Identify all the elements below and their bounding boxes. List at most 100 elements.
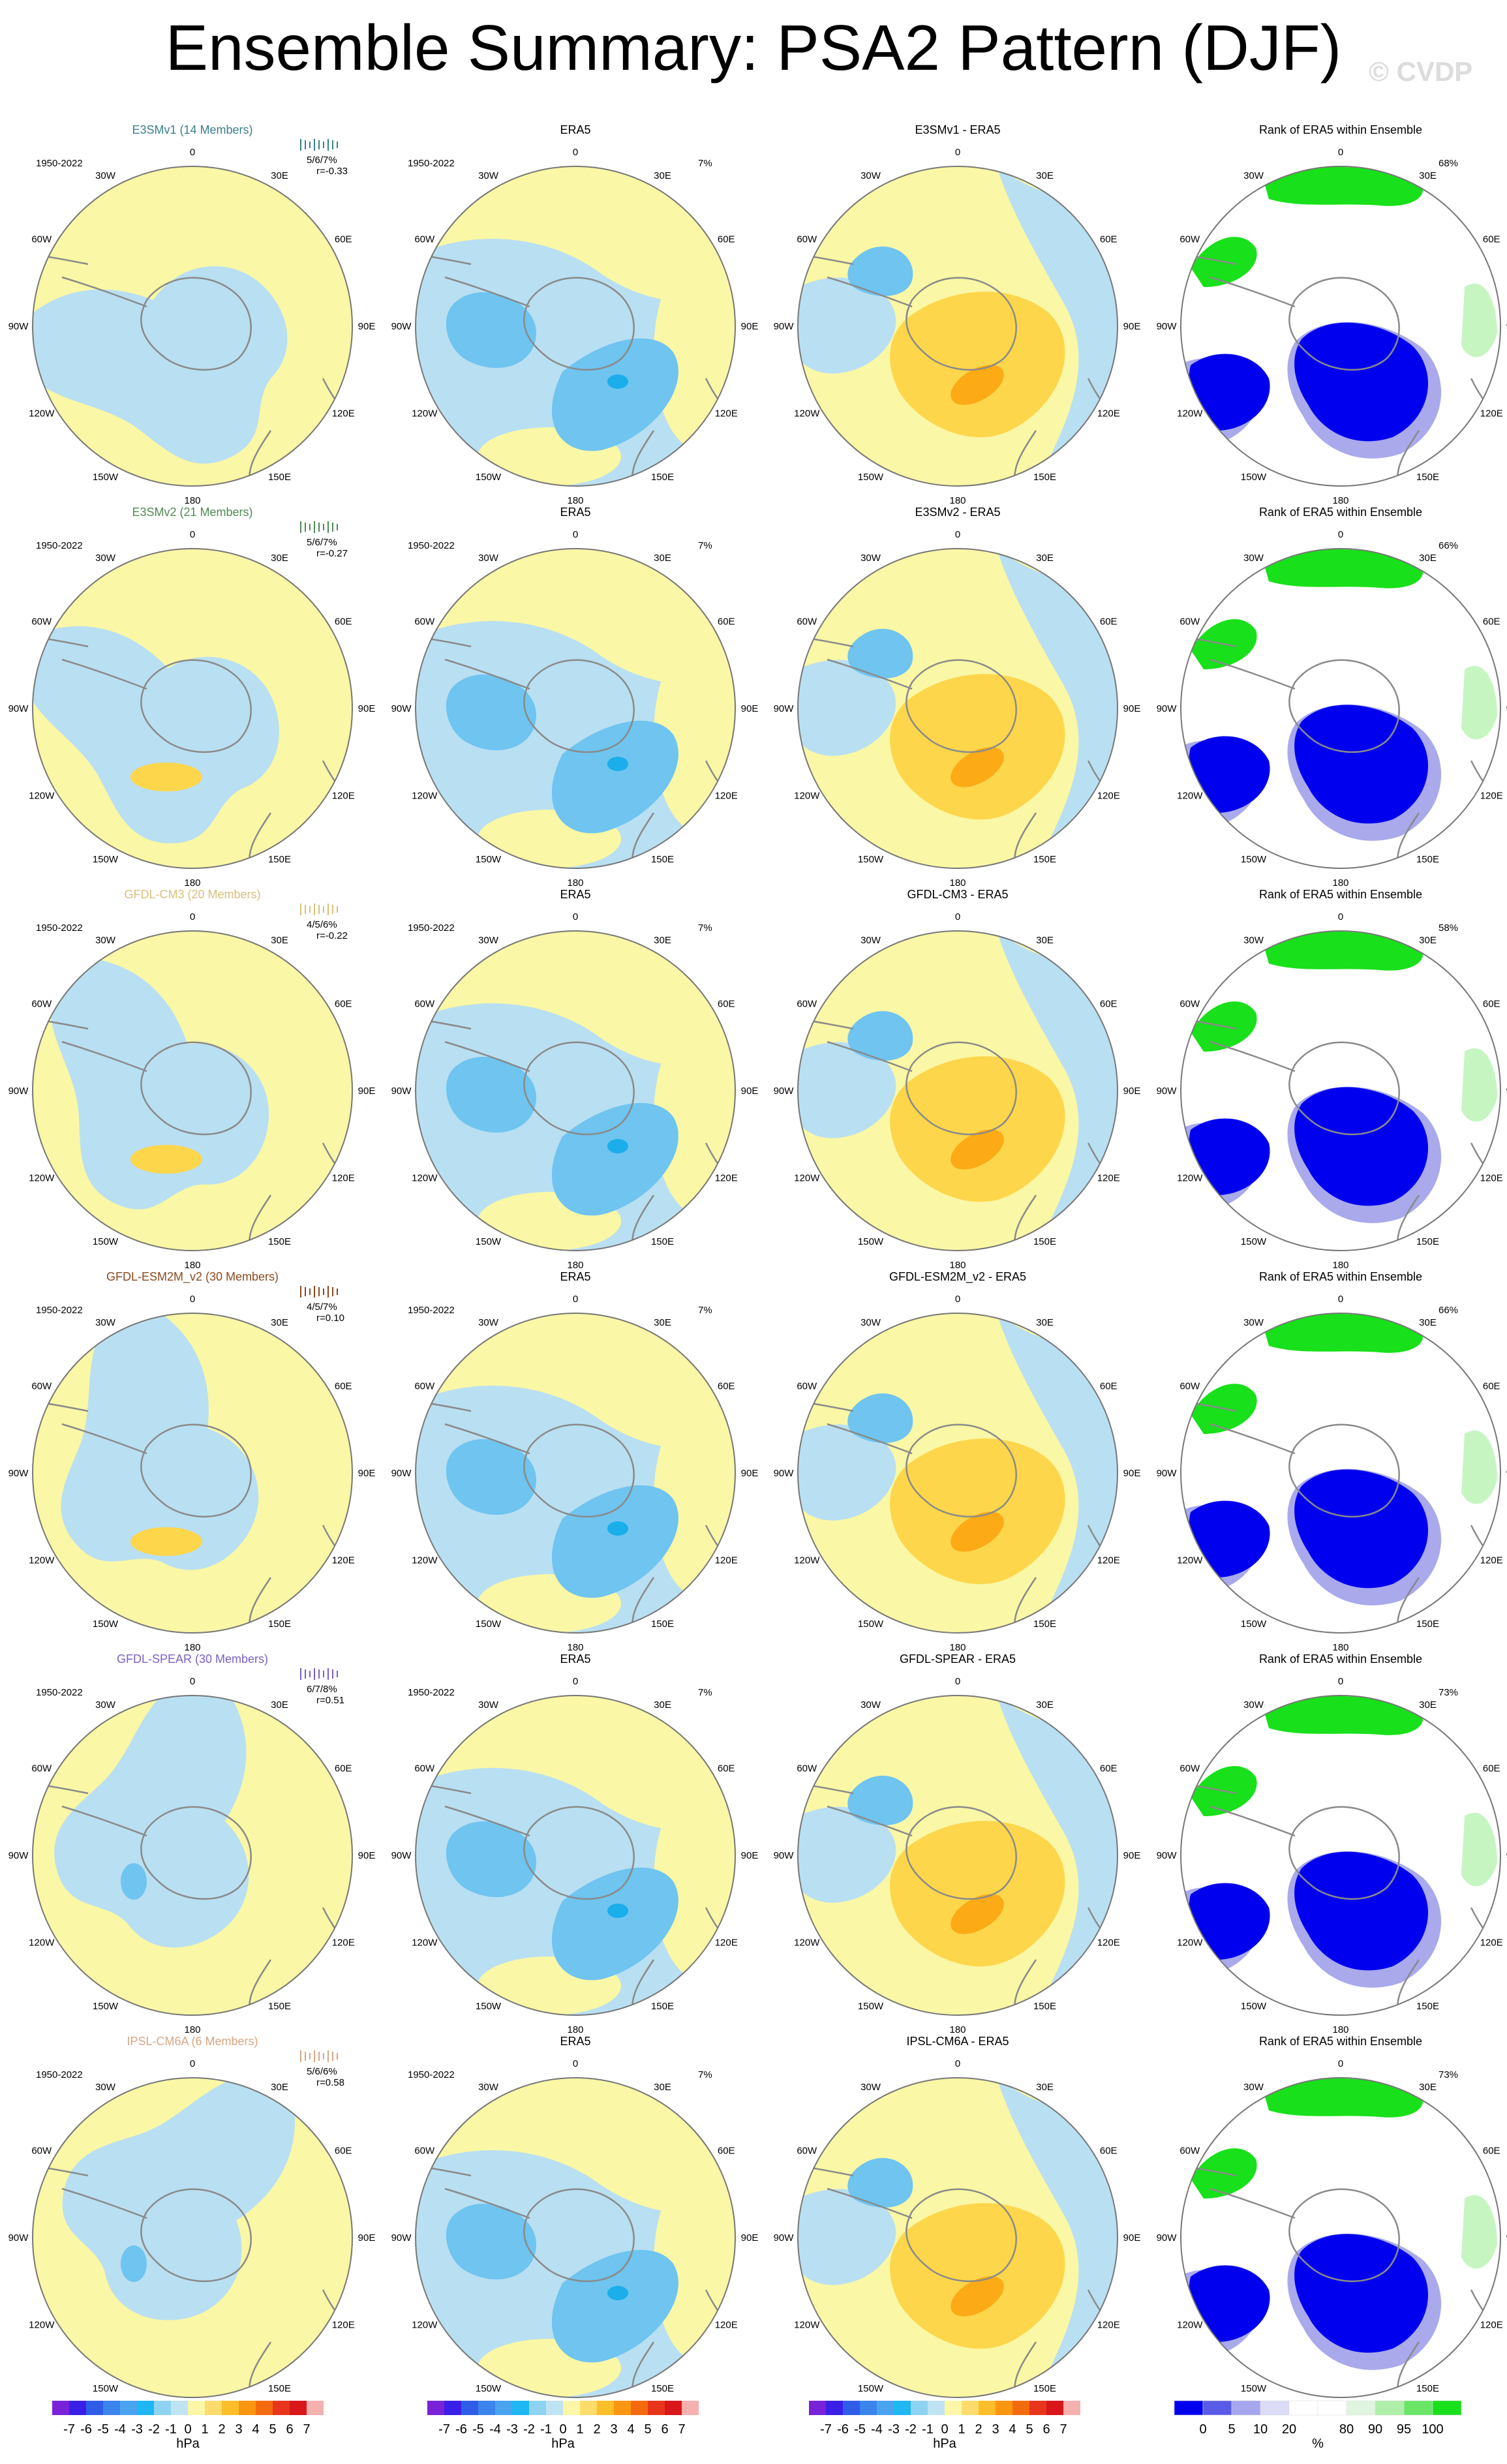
obs-title: ERA5 — [560, 888, 590, 901]
model-title: GFDL-CM3 (20 Members) — [124, 888, 260, 901]
negative-anomaly-region — [997, 931, 1118, 1251]
member-tick — [309, 1288, 311, 1295]
lon-label: 120E — [715, 408, 738, 419]
lon-label: 90W — [1157, 2232, 1178, 2243]
lon-label: 150W — [1241, 2001, 1267, 2012]
panel-row: GFDL-ESM2M_v2 (30 Members) 1950-2022 4/5/7… — [8, 1270, 1507, 1653]
colorbar-tick-label: -1 — [165, 2422, 177, 2437]
lon-label: 30W — [95, 935, 116, 946]
lon-label: 30W — [478, 935, 499, 946]
colorbar-tick-label: 2 — [975, 2422, 982, 2437]
positive-anomaly-core — [890, 674, 1065, 820]
lon-label: 120W — [794, 791, 820, 802]
peninsula-outline — [827, 658, 913, 690]
antarctica-outline — [140, 2188, 252, 2283]
colorbar-swatch — [1046, 2401, 1063, 2415]
map-border — [415, 2077, 736, 2398]
lon-label: 60W — [1180, 1381, 1200, 1392]
negative-anomaly-core — [847, 1393, 913, 1443]
lon-label: 90E — [1506, 703, 1507, 714]
lon-label: 150E — [1416, 2383, 1439, 2394]
lon-label: 180 — [949, 877, 966, 889]
colorbar-tick-label: 5 — [644, 2422, 651, 2437]
member-tick — [300, 521, 301, 533]
difference-title: GFDL-CM3 - ERA5 — [907, 888, 1008, 901]
rank-high-region — [1262, 549, 1423, 588]
lon-label: 90W — [8, 703, 29, 714]
map-border — [415, 1695, 736, 2016]
peninsula-outline — [1210, 1423, 1296, 1455]
colorbar-tick-label: 6 — [661, 2422, 668, 2437]
antarctica-outline — [523, 1806, 635, 1900]
positive-anomaly-core — [890, 1438, 1065, 1585]
positive-anomaly-region — [416, 2078, 735, 2213]
colorbar-swatch — [1029, 2401, 1046, 2415]
map-border — [797, 548, 1118, 869]
colorbar-tick-label: -7 — [820, 2422, 832, 2437]
lon-label: 150E — [1033, 2383, 1056, 2394]
colorbar-swatch — [945, 2401, 962, 2415]
lon-label: 180 — [567, 495, 583, 506]
period-label: 1950-2022 — [408, 922, 455, 934]
member-tick — [337, 1288, 338, 1295]
lon-label: 90W — [1157, 1850, 1178, 1861]
lon-label: 30W — [478, 2082, 499, 2093]
model-title: IPSL-CM6A (6 Members) — [127, 2035, 258, 2048]
positive-anomaly-region — [416, 166, 735, 301]
panel-row: GFDL-SPEAR (30 Members) 1950-2022 6/7/8%r=… — [8, 1652, 1507, 2035]
lon-label: 150E — [651, 1236, 674, 1247]
colorbar-tick-label: 80 — [1339, 2422, 1354, 2437]
difference-title: E3SMv1 - ERA5 — [915, 123, 1000, 136]
lon-label: 30W — [478, 1699, 499, 1711]
model-title: E3SMv1 (14 Members) — [132, 123, 252, 136]
rank-title: Rank of ERA5 within Ensemble — [1259, 2035, 1422, 2048]
colorbar-tick-label: -6 — [837, 2422, 849, 2437]
colorbar-tick-label: -3 — [888, 2422, 900, 2437]
colorbar-swatch — [239, 2401, 256, 2415]
rank-panel: Rank of ERA5 within Ensemble 66% 0 30E 60E 90… — [1157, 1270, 1507, 1653]
member-tick — [337, 1671, 338, 1677]
negative-anomaly-peak — [607, 1521, 628, 1536]
negative-anomaly-region — [997, 166, 1118, 486]
lon-label: 90E — [1506, 1086, 1507, 1097]
lon-label: 180 — [1332, 1260, 1348, 1271]
rank-low-region — [1294, 322, 1428, 442]
rank-title: Rank of ERA5 within Ensemble — [1259, 1270, 1422, 1283]
peninsula-outline — [444, 1041, 530, 1072]
lon-label: 30W — [95, 2082, 116, 2093]
lon-label: 120E — [1097, 1555, 1120, 1566]
antarctica-outline — [1288, 1041, 1400, 1136]
model-panel: GFDL-SPEAR (30 Members) 1950-2022 6/7/8%r=… — [8, 1652, 376, 2035]
colorbar-swatch — [563, 2401, 580, 2415]
colorbar-swatch — [928, 2401, 945, 2415]
lon-label: 30E — [1036, 553, 1054, 564]
map-border — [415, 930, 736, 1251]
member-tick — [332, 1287, 333, 1296]
lon-label: 60E — [1100, 616, 1118, 628]
lon-label: 150E — [1033, 1236, 1056, 1247]
colorbar-swatch — [1063, 2401, 1080, 2415]
map-border — [1180, 1313, 1501, 1634]
lon-label: 150W — [93, 2383, 119, 2394]
lon-label: 90E — [358, 1086, 376, 1097]
lon-label: 150W — [476, 1619, 502, 1630]
lon-label: 120W — [794, 1938, 820, 1949]
period-label: 1950-2022 — [408, 540, 455, 551]
colorbar-swatch — [546, 2401, 563, 2415]
member-tick — [314, 2050, 315, 2062]
lon-label: 60E — [335, 2146, 352, 2157]
antarctica-outline — [523, 659, 635, 753]
lon-label: 60E — [335, 1763, 352, 1774]
lon-label: 0 — [955, 529, 960, 540]
map-border — [1180, 548, 1501, 869]
lon-label: 90W — [774, 1850, 795, 1861]
lon-label: 0 — [190, 529, 195, 540]
rank-high-region — [1262, 931, 1423, 971]
panel-row: IPSL-CM6A (6 Members) 1950-2022 5/6/6%r=0.… — [8, 2035, 1507, 2418]
lon-label: 120W — [1177, 408, 1203, 419]
colorbar-tick-label: 4 — [627, 2422, 634, 2437]
lon-label: 90E — [1506, 2232, 1507, 2243]
colorbar-swatch — [580, 2401, 597, 2415]
negative-anomaly-region — [798, 1806, 896, 1903]
lon-label: 60W — [31, 999, 52, 1010]
